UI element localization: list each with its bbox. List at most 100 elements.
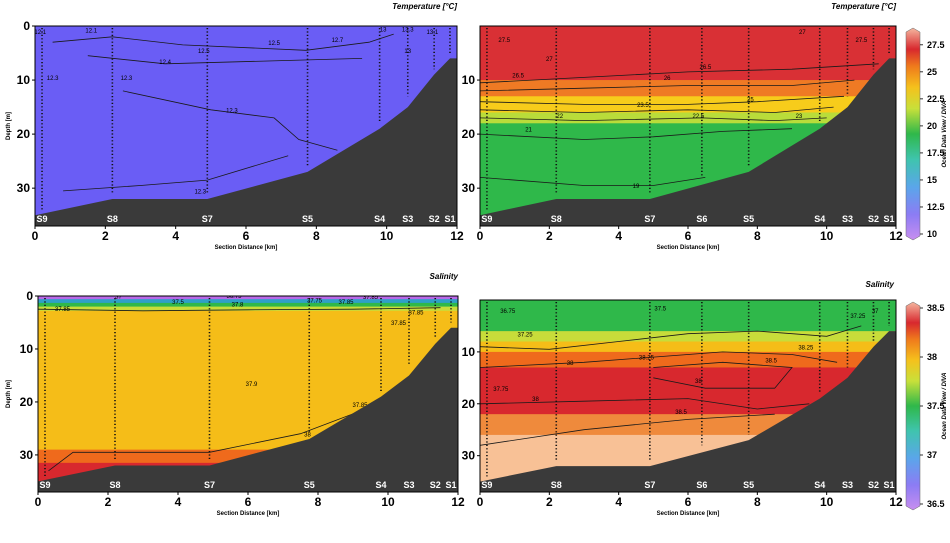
- contour-line-1: [480, 79, 855, 92]
- contour-label-7: 23.5: [637, 103, 649, 109]
- contour-label-12: 38: [304, 432, 311, 438]
- contour-label-13: 13.1: [427, 30, 439, 36]
- station-label-s1: S1: [884, 214, 895, 224]
- colorbar-ramp: [905, 301, 921, 511]
- station-label-s5: S5: [302, 214, 313, 224]
- station-label-s8: S8: [109, 480, 120, 490]
- x-tick-label-3: 6: [243, 229, 250, 243]
- contour-label-6: 12.3: [121, 76, 133, 82]
- contour-line-2: [653, 361, 793, 389]
- panel-title: Temperature [°C]: [831, 2, 896, 11]
- contour-label-0: 36.75: [500, 309, 516, 315]
- station-label-s7: S7: [204, 480, 215, 490]
- contour-label-12: 21: [525, 127, 532, 133]
- contour-label-12: 37: [872, 309, 879, 315]
- station-label-s8: S8: [107, 214, 118, 224]
- contour-label-1: 27: [546, 57, 553, 63]
- station-label-s4: S4: [814, 214, 825, 224]
- contour-label-4: 38.25: [639, 356, 655, 362]
- station-label-s5: S5: [743, 214, 754, 224]
- colorbar-tick-label-2: 37.5: [927, 401, 945, 411]
- y-tick-label-1: 10: [20, 342, 34, 356]
- colorbar-tick-label-3: 38: [927, 352, 937, 362]
- y-axis-label: Depth [m]: [6, 380, 12, 408]
- contour-label-11: 23: [796, 114, 803, 120]
- panel-temperature-left: 12.1 12.1 12.4 12.5 12.5 12.3 12.3 12.3 12.3 12.7…: [6, 2, 464, 251]
- colorbar-tick-label-1: 12.5: [927, 202, 945, 212]
- contour-label-8: 25: [747, 98, 754, 104]
- colorbar-salinity: 36.5 37 37.5 38 38.5 Ocean Data View / DIVA: [905, 301, 948, 511]
- x-tick-label-5: 10: [380, 229, 394, 243]
- colorbar-tick-label-7: 27.5: [927, 40, 945, 50]
- contour-label-13: 19: [633, 184, 640, 190]
- contour-label-6: 36.75: [226, 294, 242, 300]
- x-tick-label-0: 0: [32, 229, 39, 243]
- contour-line-6: [480, 177, 706, 186]
- y-tick-label-1: 10: [17, 73, 31, 87]
- bathymetry: [480, 331, 896, 492]
- x-tick-label-6: 12: [450, 229, 464, 243]
- x-tick-label-3: 6: [685, 229, 692, 243]
- panel-title: Salinity: [430, 272, 459, 281]
- station-label-s3: S3: [402, 214, 413, 224]
- contour-label-0: 37.85: [55, 307, 71, 313]
- station-label-s1: S1: [444, 214, 455, 224]
- x-tick-label-4: 8: [315, 495, 322, 509]
- contour-label-5: 37.85: [338, 300, 354, 306]
- contour-label-5: 27: [799, 30, 806, 36]
- contour-label-8: 37.85: [408, 311, 424, 317]
- y-tick-label-1: 20: [462, 127, 476, 141]
- y-tick-label-2: 20: [20, 395, 34, 409]
- contour-line-0: [38, 307, 441, 312]
- contour-line-0: [52, 33, 394, 51]
- x-tick-label-5: 10: [820, 229, 834, 243]
- contour-line-2: [480, 95, 845, 105]
- colorbar-tick-label-3: 17.5: [927, 148, 945, 158]
- colorbar-caption: Ocean Data View / DIVA: [942, 372, 948, 439]
- field-band-3: [480, 351, 896, 368]
- x-tick-label-1: 2: [102, 229, 109, 243]
- x-tick-label-2: 4: [175, 495, 182, 509]
- contour-label-8: 12.3: [194, 190, 206, 196]
- contour-line-3: [480, 398, 810, 410]
- station-label-s5: S5: [304, 480, 315, 490]
- contour-line-3: [63, 155, 289, 192]
- x-tick-label-5: 10: [381, 495, 395, 509]
- y-tick-label-2: 30: [462, 449, 476, 463]
- colorbar-tick-label-0: 36.5: [927, 499, 945, 509]
- panel-salinity-right: 36.75 37.5 37.25 38 38.25 38.5 38 38 37.75 38.5 38…: [462, 280, 903, 517]
- contour-label-7: 37.85: [363, 295, 379, 301]
- bathymetry: [480, 58, 896, 226]
- y-axis-label: Depth [m]: [6, 112, 12, 140]
- contour-label-3: 26: [664, 76, 671, 82]
- contour-label-1: 37: [115, 295, 122, 301]
- panel-title: Temperature [°C]: [392, 2, 457, 11]
- contour-label-9: 38.5: [675, 410, 687, 416]
- colorbar-tick-label-4: 38.5: [927, 303, 945, 313]
- station-label-s6: S6: [696, 480, 707, 490]
- contour-label-11: 37.25: [850, 314, 866, 320]
- contour-label-9: 12.7: [332, 38, 344, 44]
- x-tick-label-6: 12: [451, 495, 465, 509]
- colorbar-tick-label-4: 20: [927, 121, 937, 131]
- contour-label-2: 37.25: [518, 332, 534, 338]
- contour-label-4: 26.5: [699, 65, 711, 71]
- colorbar-tick-label-1: 37: [927, 450, 937, 460]
- station-label-s7: S7: [644, 480, 655, 490]
- contour-label-0: 27.5: [498, 38, 510, 44]
- contour-label-2: 26.5: [512, 73, 524, 79]
- station-label-s9: S9: [39, 480, 50, 490]
- field-band-0: [38, 296, 458, 300]
- contour-label-1: 37.5: [654, 306, 666, 312]
- panel-title: Salinity: [866, 280, 895, 289]
- station-label-s3: S3: [842, 214, 853, 224]
- x-tick-label-4: 8: [754, 229, 761, 243]
- contour-label-2: 37.5: [172, 300, 184, 306]
- colorbar-tick-label-6: 25: [927, 67, 937, 77]
- x-tick-label-3: 6: [685, 495, 692, 509]
- field-band-2: [480, 341, 896, 353]
- y-tick-label-3: 30: [20, 448, 34, 462]
- plot-area: 12.1 12.1 12.4 12.5 12.5 12.3 12.3 12.3 12.3 12.7…: [35, 26, 457, 226]
- colorbar-ramp: [905, 27, 921, 241]
